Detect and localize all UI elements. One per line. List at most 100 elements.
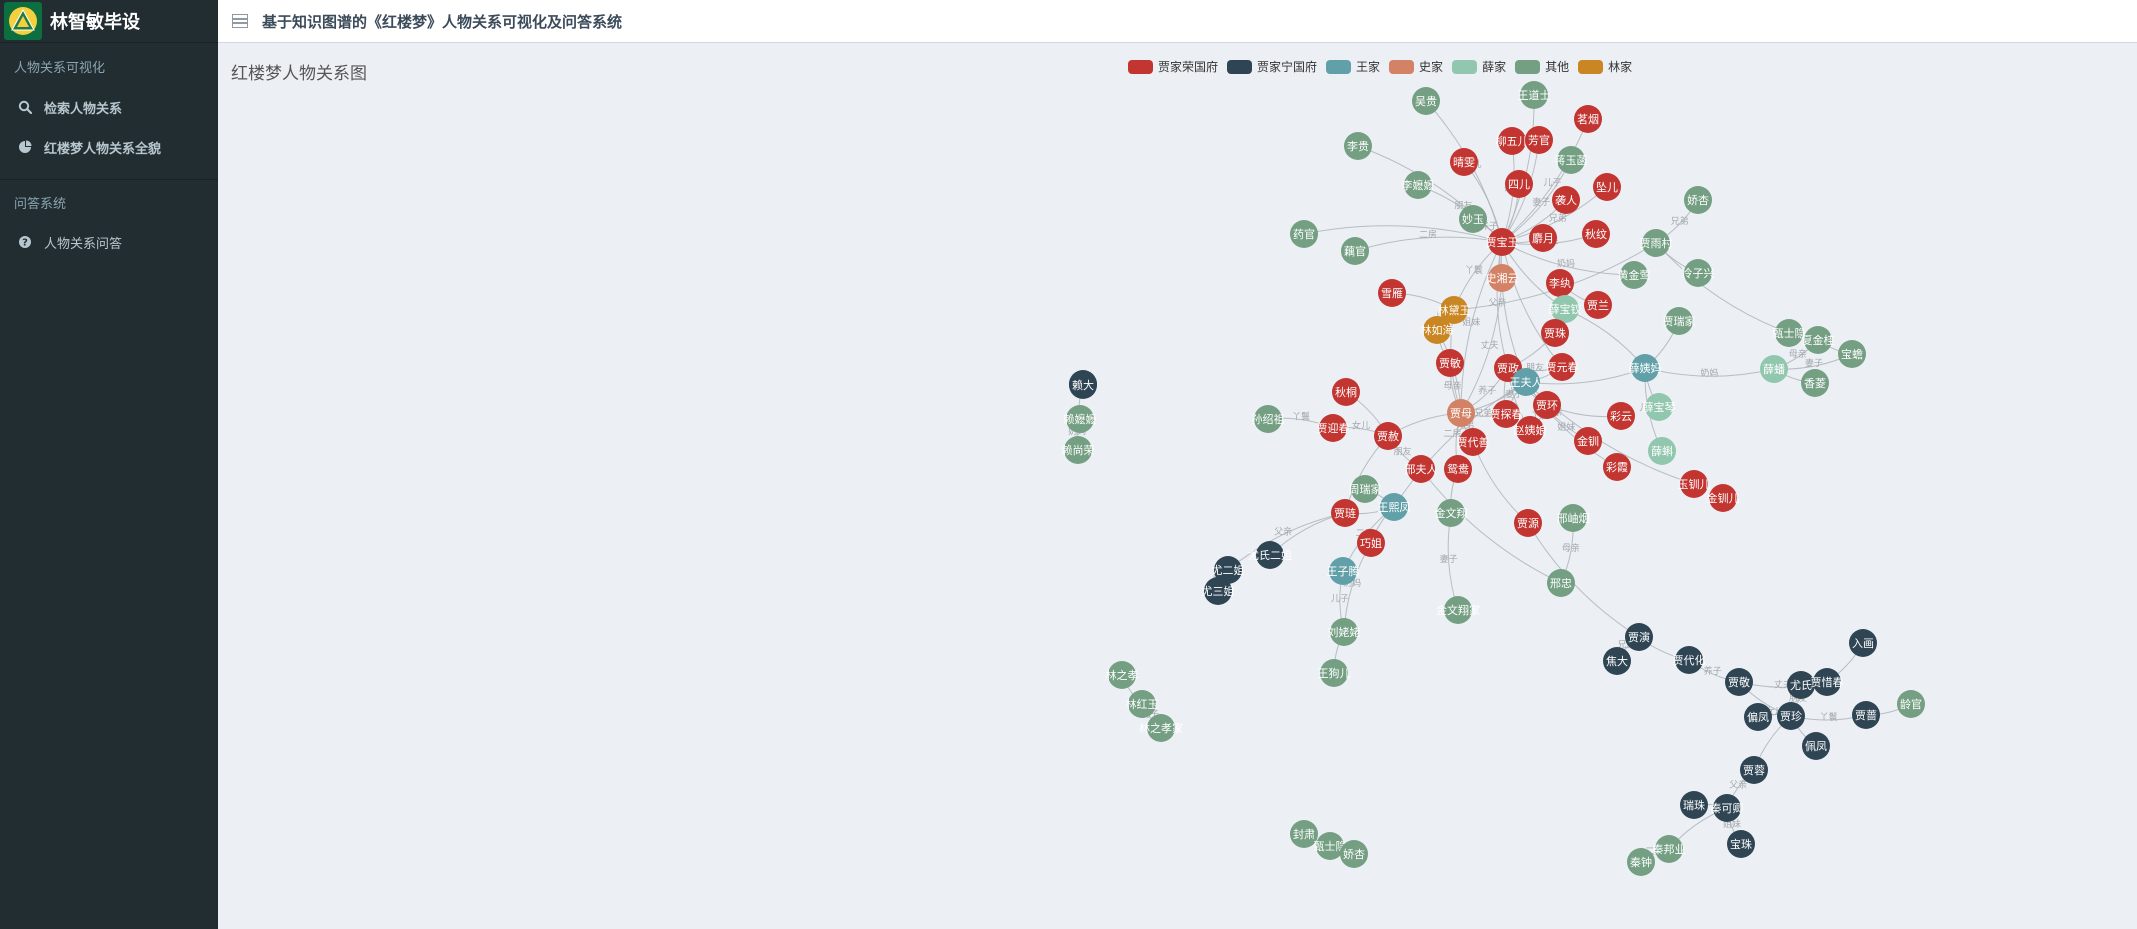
graph-node-circle[interactable] — [1488, 264, 1516, 292]
graph-node-circle[interactable] — [1290, 220, 1318, 248]
graph-node-circle[interactable] — [1147, 714, 1175, 742]
graph-node-circle[interactable] — [1727, 830, 1755, 858]
graph-node[interactable]: 柳五儿 — [1496, 127, 1529, 155]
graph-node-circle[interactable] — [1256, 541, 1284, 569]
legend-item[interactable]: 史家 — [1389, 58, 1443, 75]
graph-node[interactable]: 吴贵 — [1412, 87, 1440, 115]
graph-node-circle[interactable] — [1440, 296, 1468, 324]
graph-node-circle[interactable] — [1505, 170, 1533, 198]
legend-item[interactable]: 贾家荣国府 — [1128, 58, 1218, 75]
graph-node-circle[interactable] — [1459, 205, 1487, 233]
graph-node[interactable]: 贾源 — [1514, 509, 1542, 537]
graph-node[interactable]: 尤三姐 — [1202, 577, 1235, 605]
graph-node[interactable]: 贾环 — [1533, 391, 1561, 419]
graph-node[interactable]: 王熙凤 — [1378, 493, 1411, 521]
graph-node[interactable]: 贾蔷 — [1852, 701, 1880, 729]
graph-node[interactable]: 佩凤 — [1802, 732, 1830, 760]
graph-node-circle[interactable] — [1551, 295, 1579, 323]
graph-node[interactable]: 瑞珠 — [1680, 791, 1708, 819]
graph-node-circle[interactable] — [1709, 484, 1737, 512]
legend-item[interactable]: 王家 — [1326, 58, 1380, 75]
graph-node[interactable]: 蒋玉菡 — [1555, 146, 1588, 174]
graph-node-circle[interactable] — [1436, 349, 1464, 377]
graph-node[interactable]: 娇杏 — [1340, 840, 1368, 868]
graph-node-circle[interactable] — [1423, 316, 1451, 344]
graph-node[interactable]: 邢夫人 — [1405, 455, 1438, 483]
graph-node-circle[interactable] — [1069, 371, 1097, 399]
graph-node[interactable]: 贾珍 — [1777, 702, 1805, 730]
graph-node[interactable]: 宝蟾 — [1838, 340, 1866, 368]
graph-node-circle[interactable] — [1802, 732, 1830, 760]
graph-node[interactable]: 贾敬 — [1725, 668, 1753, 696]
graph-node-circle[interactable] — [1548, 353, 1576, 381]
graph-node-circle[interactable] — [1488, 228, 1516, 256]
graph-node[interactable]: 晴雯 — [1450, 148, 1478, 176]
graph-node-circle[interactable] — [1684, 259, 1712, 287]
graph-node-circle[interactable] — [1407, 455, 1435, 483]
graph-node-circle[interactable] — [1108, 661, 1136, 689]
graph-node-circle[interactable] — [1838, 340, 1866, 368]
graph-node-circle[interactable] — [1128, 690, 1156, 718]
graph-node[interactable]: 贾元春 — [1546, 353, 1579, 381]
graph-node-circle[interactable] — [1344, 132, 1372, 160]
graph-node[interactable]: 赖大 — [1069, 371, 1097, 399]
graph-node-circle[interactable] — [1290, 820, 1318, 848]
graph-node[interactable]: 贾探春 — [1490, 400, 1523, 428]
graph-node-circle[interactable] — [1378, 279, 1406, 307]
graph-node[interactable]: 秦钟 — [1627, 848, 1655, 876]
graph-node[interactable]: 冷子兴 — [1682, 259, 1715, 287]
graph-node-circle[interactable] — [1447, 399, 1475, 427]
graph-node[interactable]: 娇杏 — [1684, 186, 1712, 214]
graph-node[interactable]: 夏金桂 — [1802, 326, 1835, 354]
graph-node-circle[interactable] — [1740, 756, 1768, 784]
graph-node-circle[interactable] — [1574, 427, 1602, 455]
graph-node[interactable]: 药官 — [1290, 220, 1318, 248]
graph-node[interactable]: 林之孝家 — [1139, 714, 1183, 742]
graph-node[interactable]: 王狗儿 — [1318, 659, 1351, 687]
graph-node-circle[interactable] — [1380, 493, 1408, 521]
graph-node-circle[interactable] — [1341, 237, 1369, 265]
graph-node-circle[interactable] — [1593, 173, 1621, 201]
graph-node-circle[interactable] — [1459, 428, 1487, 456]
graph-node[interactable]: 巧姐 — [1357, 529, 1385, 557]
graph-node[interactable]: 封肃 — [1290, 820, 1318, 848]
relationship-graph[interactable]: 儿子母亲妻子兄弟养子丈夫朋友女儿丫鬟父亲姐妹二房奶妈儿子母亲妻子兄弟养子丈夫朋友… — [218, 43, 2137, 929]
menu-item-search-relations[interactable]: 检索人物关系 — [0, 87, 218, 127]
graph-node[interactable]: 林红玉 — [1126, 690, 1159, 718]
graph-node[interactable]: 林黛玉 — [1438, 296, 1471, 324]
graph-node-circle[interactable] — [1760, 355, 1788, 383]
brand-bar[interactable]: 林智敏毕设 — [0, 0, 218, 43]
graph-node-circle[interactable] — [1675, 646, 1703, 674]
graph-node[interactable]: 偏凤 — [1744, 703, 1772, 731]
graph-node[interactable]: 孙绍祖 — [1252, 405, 1285, 433]
graph-node[interactable]: 鸳鸯 — [1444, 455, 1472, 483]
graph-node[interactable]: 贾宝玉 — [1486, 228, 1519, 256]
graph-node[interactable]: 林之孝 — [1106, 661, 1139, 689]
graph-node-circle[interactable] — [1777, 702, 1805, 730]
graph-node-circle[interactable] — [1498, 127, 1526, 155]
graph-node[interactable]: 秋纹 — [1582, 220, 1610, 248]
graph-node-circle[interactable] — [1450, 148, 1478, 176]
graph-node[interactable]: 贾代化 — [1673, 646, 1706, 674]
graph-node[interactable]: 王子腾 — [1327, 557, 1360, 585]
graph-node-circle[interactable] — [1631, 354, 1659, 382]
graph-node-circle[interactable] — [1254, 405, 1282, 433]
graph-node-circle[interactable] — [1787, 671, 1815, 699]
graph-node[interactable]: 贾蓉 — [1740, 756, 1768, 784]
graph-node[interactable]: 薛宝钗 — [1549, 295, 1582, 323]
graph-node-circle[interactable] — [1584, 291, 1612, 319]
graph-node-circle[interactable] — [1744, 703, 1772, 731]
graph-node-circle[interactable] — [1680, 791, 1708, 819]
graph-node[interactable]: 香菱 — [1801, 369, 1829, 397]
graph-node[interactable]: 甄士隐 — [1773, 319, 1806, 347]
graph-node-circle[interactable] — [1547, 569, 1575, 597]
graph-node-circle[interactable] — [1331, 499, 1359, 527]
graph-node[interactable]: 秦可卿 — [1711, 794, 1744, 822]
menu-item-qa[interactable]: ? 人物关系问答 — [0, 222, 218, 262]
graph-node-circle[interactable] — [1603, 647, 1631, 675]
graph-node-circle[interactable] — [1437, 499, 1465, 527]
graph-node[interactable]: 茗烟 — [1574, 105, 1602, 133]
legend-item[interactable]: 薛家 — [1452, 58, 1506, 75]
graph-node[interactable]: 贾敏 — [1436, 349, 1464, 377]
graph-node[interactable]: 芳官 — [1525, 126, 1553, 154]
